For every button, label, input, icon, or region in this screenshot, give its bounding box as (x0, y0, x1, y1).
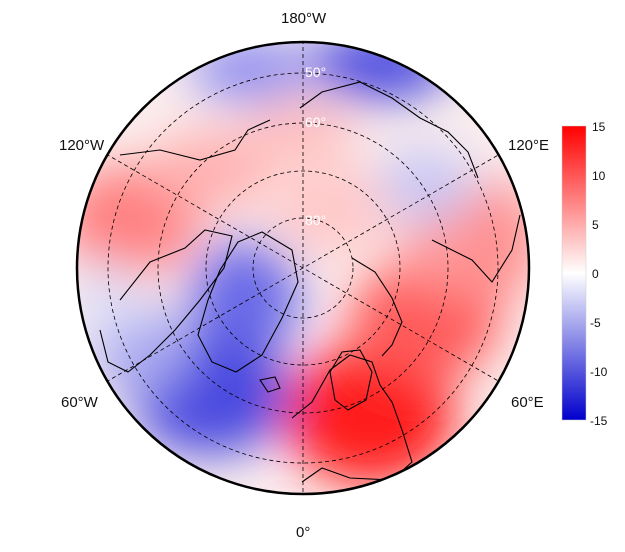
graticule (105, 42, 501, 494)
scandinavia-coast (329, 349, 373, 411)
anomaly-field (77, 42, 529, 494)
anomaly-europe-positive (285, 345, 455, 485)
alaska-coast (119, 119, 271, 161)
canada-coast (99, 229, 233, 373)
colorbar-tick-0: 0 (592, 267, 599, 281)
colorbar (561, 125, 587, 421)
asia-inland (431, 214, 521, 283)
lon-label-120w: 120°W (59, 137, 105, 154)
lon-label-0: 0° (296, 524, 311, 541)
colorbar-tick-neg15: -15 (590, 414, 608, 428)
lat-circle-70 (205, 170, 401, 366)
colorbar-tick-neg10: -10 (590, 365, 608, 379)
lon-label-180w: 180°W (281, 10, 327, 27)
lat-circle-50 (107, 72, 499, 464)
colorbar-tick-5: 5 (592, 218, 599, 232)
lat-label-80: 80° (305, 212, 326, 228)
colorbar-tick-10: 10 (592, 169, 606, 183)
siberia-coast (299, 81, 479, 179)
lon-label-60w: 60°W (61, 394, 98, 411)
lat-label-50: 50° (305, 64, 326, 80)
map-border (75, 40, 531, 496)
anomaly-greenland-negative (190, 240, 300, 360)
lat-circle-80 (252, 217, 354, 319)
colorbar-tick-neg5: -5 (590, 316, 601, 330)
russia-coast (351, 257, 403, 357)
coastlines (99, 81, 521, 483)
lat-label-60: 60° (305, 114, 326, 130)
iceland-coast (259, 376, 281, 393)
lon-label-120e: 120°E (508, 137, 550, 154)
europe-coast (291, 354, 413, 483)
lon-label-60e: 60°E (511, 394, 544, 411)
colorbar-tick-15: 15 (592, 120, 606, 134)
